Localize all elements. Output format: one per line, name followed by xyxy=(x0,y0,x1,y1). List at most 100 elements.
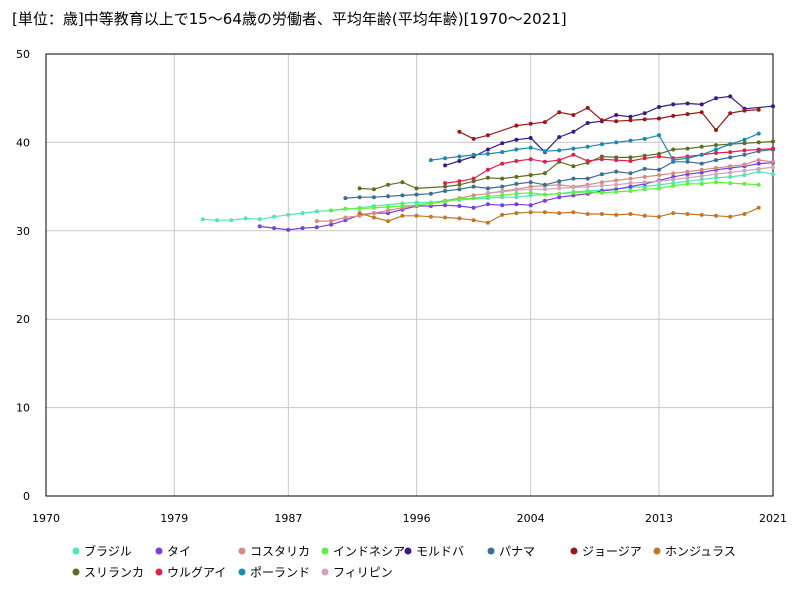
data-point xyxy=(500,184,505,189)
data-point xyxy=(400,213,405,218)
data-point xyxy=(671,183,676,188)
data-point xyxy=(500,176,505,181)
data-point xyxy=(699,110,704,115)
data-point xyxy=(599,183,604,188)
data-point xyxy=(742,148,747,153)
data-point xyxy=(443,184,448,189)
data-point xyxy=(386,194,391,199)
data-point xyxy=(714,96,718,101)
data-point xyxy=(514,123,519,128)
data-point xyxy=(528,190,533,195)
data-point xyxy=(272,214,277,219)
data-point xyxy=(756,205,761,210)
data-point xyxy=(714,172,718,177)
data-point xyxy=(229,218,234,223)
data-point xyxy=(557,195,562,200)
data-point xyxy=(714,147,718,152)
x-axis-ticks: 1970 1979 1987 1996 2004 2013 2021 xyxy=(32,512,787,525)
data-point xyxy=(685,181,690,186)
data-point xyxy=(428,191,433,196)
data-point xyxy=(614,182,619,187)
data-point xyxy=(657,154,661,159)
data-point xyxy=(742,173,747,178)
data-point xyxy=(329,208,334,213)
legend-label: スリランカ xyxy=(84,566,144,580)
legend: ブラジル タイ コスタリカ インドネシア モルドバ パナマ ジョージア ホンジュラススリランカ… xyxy=(72,544,736,580)
series-4 xyxy=(329,180,761,213)
data-point xyxy=(443,199,448,204)
series-line xyxy=(459,107,759,140)
data-point xyxy=(771,139,775,144)
legend-label: ジョージア xyxy=(582,545,642,559)
data-point xyxy=(514,137,519,142)
data-point xyxy=(542,149,547,154)
data-point xyxy=(614,119,619,124)
data-point xyxy=(557,211,562,216)
data-point xyxy=(628,176,633,181)
data-point xyxy=(714,143,718,148)
data-point xyxy=(542,198,547,203)
data-point xyxy=(657,186,661,191)
data-point xyxy=(542,171,547,176)
data-point xyxy=(457,197,462,201)
data-point xyxy=(642,187,647,192)
legend-item: インドネシア xyxy=(321,545,405,559)
data-point xyxy=(542,210,547,215)
series-12 xyxy=(485,165,775,195)
data-point xyxy=(571,190,576,195)
data-point xyxy=(614,140,619,145)
data-point xyxy=(628,212,633,216)
data-point xyxy=(329,219,334,224)
data-point xyxy=(628,184,633,189)
data-point xyxy=(657,214,661,219)
data-point xyxy=(386,204,391,209)
data-point xyxy=(428,201,433,206)
data-point xyxy=(457,216,462,221)
data-point xyxy=(728,94,733,99)
data-point xyxy=(585,144,590,149)
data-point xyxy=(728,170,733,175)
data-point xyxy=(742,108,747,113)
data-point xyxy=(443,181,448,186)
data-point xyxy=(528,157,533,162)
data-point xyxy=(357,195,362,200)
data-point xyxy=(514,202,519,207)
series-lines xyxy=(200,94,775,232)
data-point xyxy=(514,191,519,196)
data-point xyxy=(457,204,462,208)
data-point xyxy=(485,186,490,191)
data-point xyxy=(286,227,291,232)
data-point xyxy=(714,180,718,185)
data-point xyxy=(585,176,590,181)
data-point xyxy=(485,194,490,199)
legend-marker xyxy=(72,568,80,576)
data-point xyxy=(699,167,704,172)
data-point xyxy=(371,211,376,216)
data-point xyxy=(471,184,476,189)
data-point xyxy=(357,206,362,211)
data-point xyxy=(557,186,562,191)
data-point xyxy=(728,164,733,169)
data-point xyxy=(414,203,419,208)
data-point xyxy=(300,211,305,216)
data-point xyxy=(614,113,619,117)
legend-label: フィリピン xyxy=(333,566,393,580)
data-point xyxy=(314,225,319,230)
legend-marker xyxy=(570,547,578,555)
legend-item: ブラジル xyxy=(72,544,132,559)
data-point xyxy=(386,208,391,213)
data-point xyxy=(599,212,604,216)
data-point xyxy=(300,226,305,231)
grid-lines xyxy=(45,53,774,497)
legend-marker xyxy=(238,568,246,576)
data-point xyxy=(557,135,562,140)
legend-marker xyxy=(321,568,329,576)
data-point xyxy=(699,152,704,157)
data-point xyxy=(314,219,319,224)
legend-marker xyxy=(653,547,661,555)
data-point xyxy=(428,158,433,163)
data-point xyxy=(756,166,761,171)
data-point xyxy=(599,172,604,177)
data-point xyxy=(685,159,690,164)
